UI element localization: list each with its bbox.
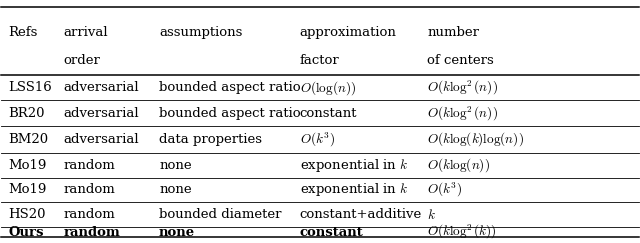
Text: random: random bbox=[63, 208, 115, 221]
Text: random: random bbox=[63, 226, 120, 239]
Text: adversarial: adversarial bbox=[63, 133, 139, 146]
Text: none: none bbox=[159, 183, 192, 196]
Text: none: none bbox=[159, 226, 195, 239]
Text: adversarial: adversarial bbox=[63, 81, 139, 94]
Text: $O(k^3)$: $O(k^3)$ bbox=[300, 130, 335, 148]
Text: exponential in $k$: exponential in $k$ bbox=[300, 156, 408, 174]
Text: Ours: Ours bbox=[8, 226, 44, 239]
Text: Refs: Refs bbox=[8, 26, 38, 39]
Text: constant: constant bbox=[300, 226, 364, 239]
Text: BM20: BM20 bbox=[8, 133, 49, 146]
Text: approximation: approximation bbox=[300, 26, 396, 39]
Text: bounded aspect ratio: bounded aspect ratio bbox=[159, 107, 301, 120]
Text: $O(k\log(n))$: $O(k\log(n))$ bbox=[428, 156, 490, 174]
Text: assumptions: assumptions bbox=[159, 26, 243, 39]
Text: BR20: BR20 bbox=[8, 107, 45, 120]
Text: exponential in $k$: exponential in $k$ bbox=[300, 181, 408, 198]
Text: Mo19: Mo19 bbox=[8, 183, 47, 196]
Text: adversarial: adversarial bbox=[63, 107, 139, 120]
Text: factor: factor bbox=[300, 54, 339, 67]
Text: $O(k\log^2(k))$: $O(k\log^2(k))$ bbox=[428, 223, 497, 241]
Text: random: random bbox=[63, 158, 115, 172]
Text: constant: constant bbox=[300, 107, 357, 120]
Text: $O(\log(n))$: $O(\log(n))$ bbox=[300, 79, 356, 97]
Text: bounded diameter: bounded diameter bbox=[159, 208, 282, 221]
Text: HS20: HS20 bbox=[8, 208, 46, 221]
Text: random: random bbox=[63, 183, 115, 196]
Text: number: number bbox=[428, 26, 479, 39]
Text: order: order bbox=[63, 54, 100, 67]
Text: arrival: arrival bbox=[63, 26, 108, 39]
Text: none: none bbox=[159, 158, 192, 172]
Text: $O(k^3)$: $O(k^3)$ bbox=[428, 181, 462, 199]
Text: LSS16: LSS16 bbox=[8, 81, 52, 94]
Text: constant+additive: constant+additive bbox=[300, 208, 422, 221]
Text: bounded aspect ratio: bounded aspect ratio bbox=[159, 81, 301, 94]
Text: data properties: data properties bbox=[159, 133, 262, 146]
Text: $O(k\log(k)\log(n))$: $O(k\log(k)\log(n))$ bbox=[428, 131, 524, 148]
Text: of centers: of centers bbox=[428, 54, 494, 67]
Text: Mo19: Mo19 bbox=[8, 158, 47, 172]
Text: $k$: $k$ bbox=[428, 208, 436, 222]
Text: $O(k\log^2(n))$: $O(k\log^2(n))$ bbox=[428, 104, 498, 122]
Text: $O(k\log^2(n))$: $O(k\log^2(n))$ bbox=[428, 79, 498, 97]
